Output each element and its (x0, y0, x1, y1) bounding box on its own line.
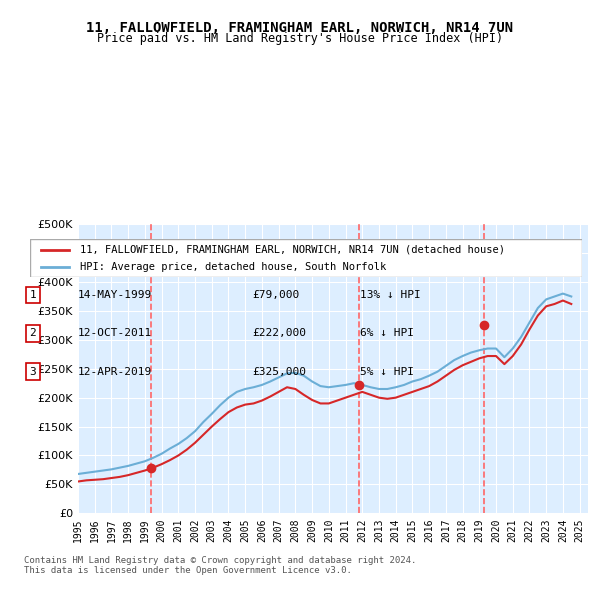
Text: 1: 1 (148, 248, 154, 258)
Text: 1: 1 (29, 290, 37, 300)
Text: 12-OCT-2011: 12-OCT-2011 (78, 329, 152, 338)
Text: 14-MAY-1999: 14-MAY-1999 (78, 290, 152, 300)
Text: 3: 3 (481, 248, 487, 258)
Text: 13% ↓ HPI: 13% ↓ HPI (360, 290, 421, 300)
Text: HPI: Average price, detached house, South Norfolk: HPI: Average price, detached house, Sout… (80, 261, 386, 271)
Text: 5% ↓ HPI: 5% ↓ HPI (360, 367, 414, 376)
Text: 11, FALLOWFIELD, FRAMINGHAM EARL, NORWICH, NR14 7UN (detached house): 11, FALLOWFIELD, FRAMINGHAM EARL, NORWIC… (80, 245, 505, 255)
Text: Price paid vs. HM Land Registry's House Price Index (HPI): Price paid vs. HM Land Registry's House … (97, 32, 503, 45)
Text: 11, FALLOWFIELD, FRAMINGHAM EARL, NORWICH, NR14 7UN: 11, FALLOWFIELD, FRAMINGHAM EARL, NORWIC… (86, 21, 514, 35)
Text: 2: 2 (355, 248, 362, 258)
Text: 12-APR-2019: 12-APR-2019 (78, 367, 152, 376)
Text: Contains HM Land Registry data © Crown copyright and database right 2024.
This d: Contains HM Land Registry data © Crown c… (24, 556, 416, 575)
Text: £222,000: £222,000 (252, 329, 306, 338)
Text: £325,000: £325,000 (252, 367, 306, 376)
FancyBboxPatch shape (30, 239, 582, 277)
Text: 2: 2 (29, 329, 37, 338)
Text: £79,000: £79,000 (252, 290, 299, 300)
Text: 3: 3 (29, 367, 37, 376)
Text: 6% ↓ HPI: 6% ↓ HPI (360, 329, 414, 338)
